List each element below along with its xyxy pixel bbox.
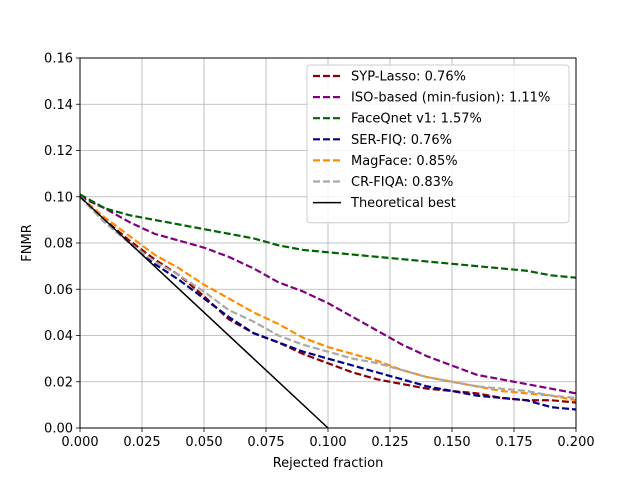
- x-tick-label: 0.000: [61, 435, 98, 450]
- y-axis-title: FNMR: [20, 224, 35, 261]
- x-tick-label: 0.150: [433, 435, 470, 450]
- x-tick-label: 0.050: [185, 435, 222, 450]
- legend-label-0: SYP-Lasso: 0.76%: [351, 70, 466, 85]
- y-tick-label: 0.12: [44, 144, 73, 159]
- y-tick-label: 0.16: [44, 52, 73, 67]
- legend-box: [306, 64, 570, 224]
- legend-label-4: MagFace: 0.85%: [351, 154, 458, 169]
- x-tick-label: 0.075: [247, 435, 284, 450]
- legend-label-1: ISO-based (min-fusion): 1.11%: [351, 91, 550, 106]
- y-tick-label: 0.14: [44, 98, 73, 113]
- series-line-2: [79, 193, 577, 279]
- x-axis-title: Rejected fraction: [273, 456, 384, 471]
- y-tick-label: 0.06: [44, 283, 73, 298]
- x-tick-label: 0.175: [495, 435, 532, 450]
- legend-label-6: Theoretical best: [350, 196, 456, 211]
- series-line-1: [79, 195, 577, 395]
- series-line-6: [79, 196, 329, 429]
- y-tick-label: 0.08: [44, 237, 73, 252]
- y-tick-label: 0.02: [44, 375, 73, 390]
- x-tick-label: 0.125: [371, 435, 408, 450]
- legend-label-2: FaceQnet v1: 1.57%: [351, 112, 482, 127]
- legend-label-3: SER-FIQ: 0.76%: [351, 133, 452, 148]
- series-line-4: [79, 195, 577, 402]
- x-tick-label: 0.025: [123, 435, 160, 450]
- y-tick-label: 0.04: [44, 329, 73, 344]
- legend-label-5: CR-FIQA: 0.83%: [351, 175, 453, 190]
- y-tick-label: 0.00: [44, 422, 73, 437]
- series-lines: [79, 193, 577, 429]
- x-tick-label: 0.200: [557, 435, 594, 450]
- series-line-3: [79, 195, 577, 411]
- x-tick-label: 0.100: [309, 435, 346, 450]
- legend: SYP-Lasso: 0.76% ISO-based (min-fusion): …: [306, 64, 570, 224]
- y-tick-label: 0.10: [44, 190, 73, 205]
- series-line-5: [79, 195, 577, 400]
- axis-ticks: 0.000 0.025 0.050 0.075 0.100 0.125 0.150 0.175…: [44, 52, 595, 451]
